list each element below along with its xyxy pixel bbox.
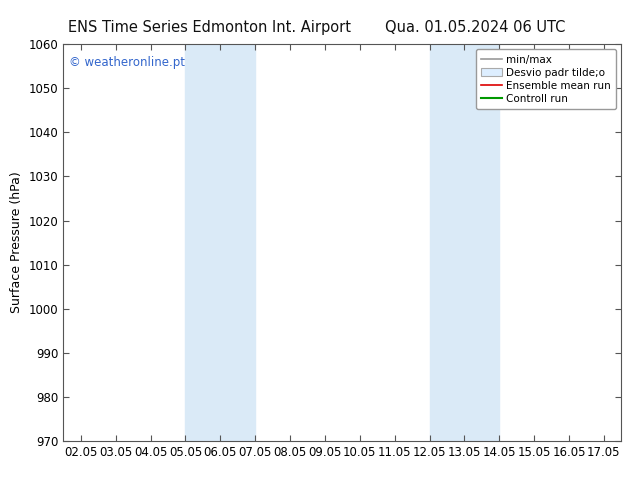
Y-axis label: Surface Pressure (hPa): Surface Pressure (hPa) (10, 172, 23, 314)
Bar (429, 44, 500, 441)
Text: ENS Time Series Edmonton Int. Airport: ENS Time Series Edmonton Int. Airport (68, 20, 351, 35)
Text: Qua. 01.05.2024 06 UTC: Qua. 01.05.2024 06 UTC (385, 20, 566, 35)
Legend: min/max, Desvio padr tilde;o, Ensemble mean run, Controll run: min/max, Desvio padr tilde;o, Ensemble m… (476, 49, 616, 109)
Bar (185, 44, 255, 441)
Text: © weatheronline.pt: © weatheronline.pt (69, 56, 185, 69)
